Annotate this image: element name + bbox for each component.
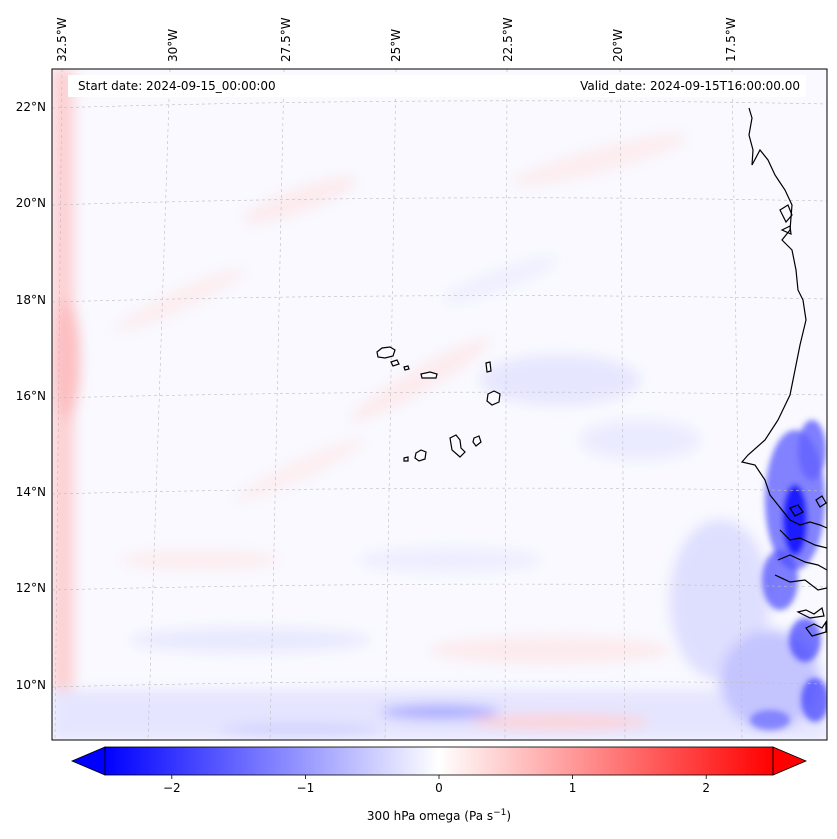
- map-frame: [51, 68, 828, 741]
- lat-label: 12°N: [16, 581, 46, 595]
- lon-label: 22.5°W: [501, 17, 515, 62]
- lat-label: 20°N: [16, 196, 46, 210]
- lon-label: 30°W: [166, 29, 180, 62]
- lat-label: 18°N: [16, 293, 46, 307]
- colorbar-tick-label: 1: [569, 781, 577, 795]
- graticule: [52, 69, 827, 740]
- lat-label: 10°N: [16, 678, 46, 692]
- colorbar-ticks: −2 −1 0 1 2: [163, 775, 710, 795]
- omega-field: [52, 69, 827, 740]
- islands: [376, 346, 501, 462]
- lat-label: 22°N: [16, 100, 46, 114]
- lat-label: 14°N: [16, 485, 46, 499]
- start-date-label: Start date: 2024-09-15_00:00:00: [78, 79, 276, 93]
- lon-label: 32.5°W: [55, 17, 69, 62]
- colorbar-gradient: [105, 747, 773, 775]
- colorbar-tick-label: −2: [163, 781, 181, 795]
- lat-label: 16°N: [16, 389, 46, 403]
- lat-labels: 22°N 20°N 18°N 16°N 14°N 12°N 10°N: [16, 100, 46, 692]
- lon-label: 27.5°W: [279, 17, 293, 62]
- colorbar-extend-min: [70, 746, 106, 776]
- colorbar-extend-max: [772, 746, 808, 776]
- lon-labels: 32.5°W 30°W 27.5°W 25°W 22.5°W 20°W 17.5…: [55, 17, 738, 62]
- colorbar-tick-label: −1: [297, 781, 315, 795]
- coastline: [740, 107, 827, 637]
- lon-label: 17.5°W: [724, 17, 738, 62]
- valid-date-label: Valid_date: 2024-09-15T16:00:00.00: [580, 79, 800, 93]
- colorbar-tick-label: 0: [435, 781, 443, 795]
- colorbar-title: 300 hPa omega (Pa s−1): [367, 808, 511, 823]
- header-box: [68, 75, 806, 97]
- lon-label: 20°W: [611, 29, 625, 62]
- lon-label: 25°W: [389, 29, 403, 62]
- colorbar-tick-label: 2: [702, 781, 710, 795]
- colorbar: −2 −1 0 1 2 300 hPa omega (Pa s−1): [70, 746, 808, 823]
- map-panel: Start date: 2024-09-15_00:00:00 Valid_da…: [51, 68, 828, 741]
